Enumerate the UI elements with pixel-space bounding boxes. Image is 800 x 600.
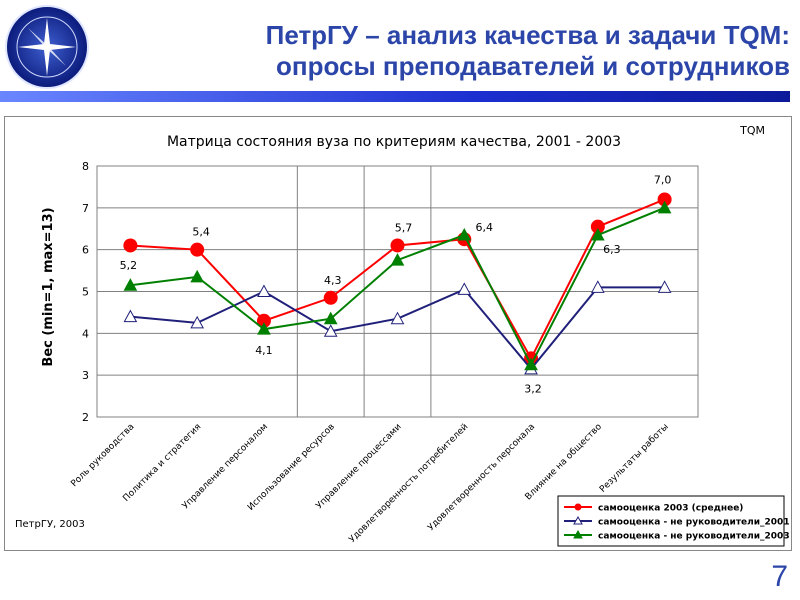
data-point bbox=[390, 238, 405, 253]
slide-number: 7 bbox=[771, 560, 788, 593]
data-point bbox=[457, 227, 472, 241]
y-tick-label: 5 bbox=[82, 286, 89, 299]
x-tick-label: Результаты работы bbox=[598, 422, 671, 495]
quality-matrix-chart: Матрица состояния вуза по критериям каче… bbox=[15, 124, 790, 547]
source-note: ПетрГУ, 2003 bbox=[15, 519, 85, 530]
header-divider bbox=[0, 91, 790, 102]
legend-item: самооценка - не руководители_2001 bbox=[564, 515, 790, 528]
data-label: 7,0 bbox=[654, 173, 672, 186]
grid-layer bbox=[96, 165, 699, 418]
data-point bbox=[457, 282, 472, 295]
label-layer: 5,4 4,3 5,7 7,0 5,2 4,1 6,4 3,2 6,3 bbox=[120, 173, 672, 395]
legend-item: самооценка - не руководители_2003 bbox=[564, 529, 790, 542]
y-tick-label: 2 bbox=[82, 411, 89, 424]
slide-header: ПетрГУ – анализ качества и задачи TQM: о… bbox=[0, 0, 800, 102]
legend: самооценка 2003 (среднее) самооценка - не… bbox=[557, 495, 790, 547]
legend-label: самооценка 2003 (среднее) bbox=[598, 504, 743, 514]
data-point bbox=[190, 315, 205, 329]
data-point bbox=[590, 227, 605, 241]
legend-marker bbox=[573, 529, 583, 539]
data-label: 4,3 bbox=[324, 274, 342, 287]
legend-item: самооценка 2003 (среднее) bbox=[564, 503, 743, 514]
x-tick-label: Влияние на общество bbox=[524, 422, 605, 503]
data-point bbox=[524, 357, 538, 371]
plot-border bbox=[96, 165, 699, 418]
legend-marker bbox=[574, 503, 582, 511]
y-tick-label: 6 bbox=[82, 244, 89, 257]
series-circle bbox=[123, 192, 672, 366]
data-label: 5,2 bbox=[120, 259, 138, 272]
data-point bbox=[123, 309, 138, 323]
x-tick-label: Удовлетворенность персонала bbox=[426, 422, 537, 533]
y-tick-label: 8 bbox=[82, 160, 89, 173]
data-point bbox=[590, 280, 605, 293]
series-filled-triangle bbox=[123, 200, 672, 371]
x-tick-label: Политика и стратегия bbox=[121, 422, 203, 504]
chart-panel: Матрица состояния вуза по критериям каче… bbox=[4, 116, 792, 551]
data-point bbox=[657, 200, 672, 214]
y-tick-label: 7 bbox=[82, 202, 89, 215]
series-line bbox=[130, 286, 665, 371]
data-point bbox=[257, 284, 271, 297]
series-open-triangle bbox=[123, 280, 672, 375]
x-tick-label: Роль руководства bbox=[69, 422, 136, 489]
title-line-2: опросы преподавателей и сотрудников bbox=[276, 51, 790, 81]
data-label: 6,4 bbox=[476, 221, 494, 234]
title-line-1: ПетрГУ – анализ качества и задачи TQM: bbox=[265, 20, 790, 50]
data-point bbox=[390, 311, 405, 325]
data-point bbox=[390, 253, 405, 266]
university-seal-icon bbox=[5, 5, 89, 89]
y-tick-label: 4 bbox=[82, 327, 89, 340]
data-point bbox=[123, 238, 138, 253]
data-label: 5,7 bbox=[395, 221, 413, 234]
page-title: ПетрГУ – анализ качества и задачи TQM: о… bbox=[266, 20, 790, 82]
data-label: 5,4 bbox=[192, 226, 210, 239]
legend-box bbox=[557, 495, 785, 547]
legend-marker bbox=[573, 515, 583, 525]
data-point bbox=[123, 278, 138, 291]
legend-label: самооценка - не руководители_2001 bbox=[598, 518, 790, 528]
data-point bbox=[257, 322, 271, 335]
data-point bbox=[190, 242, 205, 257]
y-tick-label: 3 bbox=[82, 369, 89, 382]
chart-tag: TQM bbox=[739, 124, 765, 137]
data-label: 4,1 bbox=[255, 344, 273, 357]
data-label: 3,2 bbox=[524, 383, 542, 396]
x-tick-label: Удовлетворенность потребителей bbox=[347, 422, 470, 545]
data-point bbox=[323, 290, 338, 305]
y-axis-label: Вес (min=1, max=13) bbox=[41, 207, 56, 366]
series-layer bbox=[123, 192, 672, 375]
data-point bbox=[190, 269, 205, 283]
legend-label: самооценка - не руководители_2003 bbox=[598, 532, 790, 542]
data-point bbox=[323, 324, 338, 337]
data-point bbox=[323, 311, 338, 325]
chart-title: Матрица состояния вуза по критериям каче… bbox=[167, 134, 621, 150]
data-label: 6,3 bbox=[603, 243, 621, 256]
data-point bbox=[657, 280, 672, 293]
